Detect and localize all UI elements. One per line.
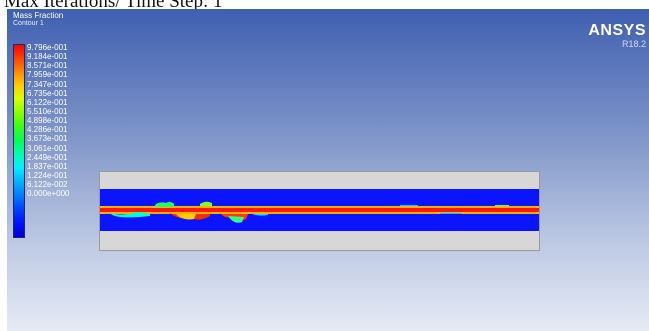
legend-label: 3.673e-001 [27,134,68,144]
brand-version: R18.2 [621,39,646,49]
graphics-viewport[interactable]: Mass Fraction Contour 1 9.796e-001 9.184… [7,9,649,331]
legend-label: 6.122e-001 [27,97,68,107]
mixing-spot [440,213,462,214]
legend-label: 5.510e-001 [27,106,68,116]
legend-label: 0.000e+000 [27,189,70,199]
legend-subtitle: Contour 1 [13,20,44,27]
legend-title: Mass Fraction [13,11,64,20]
legend-label: 4.286e-001 [27,125,68,135]
legend-colorbar [13,44,25,238]
channel-domain [99,171,540,251]
legend-label: 7.959e-001 [27,70,68,80]
mixing-blob [110,212,150,218]
legend-label: 2.449e-001 [27,152,68,162]
interface-band-core [100,208,539,212]
legend-label: 7.347e-001 [27,79,68,89]
mixing-blob [250,213,268,216]
mixing-blob [228,216,244,223]
legend-label: 9.184e-001 [27,52,68,62]
legend-label: 6.735e-001 [27,88,68,98]
legend-label: 4.898e-001 [27,116,68,126]
legend-labels: 9.796e-001 9.184e-001 8.571e-001 7.959e-… [27,43,107,243]
legend-label: 6.122e-002 [27,180,68,190]
brand-name: ANSYS [588,22,646,39]
mixing-spot [400,205,418,206]
ansys-logo: ANSYS R18.2 [588,23,646,50]
fluid-contour-region [100,189,539,231]
legend-label: 1.224e-001 [27,170,68,180]
mixing-spot [495,205,509,206]
mixing-blob [155,201,174,207]
legend-label: 3.061e-001 [27,143,68,153]
legend-label: 8.571e-001 [27,61,68,71]
mixing-blob [176,214,196,220]
mixing-blob [200,201,212,206]
legend-label: 9.796e-001 [27,43,68,52]
contour-plot [100,201,539,223]
legend-label: 1.837e-001 [27,161,68,171]
